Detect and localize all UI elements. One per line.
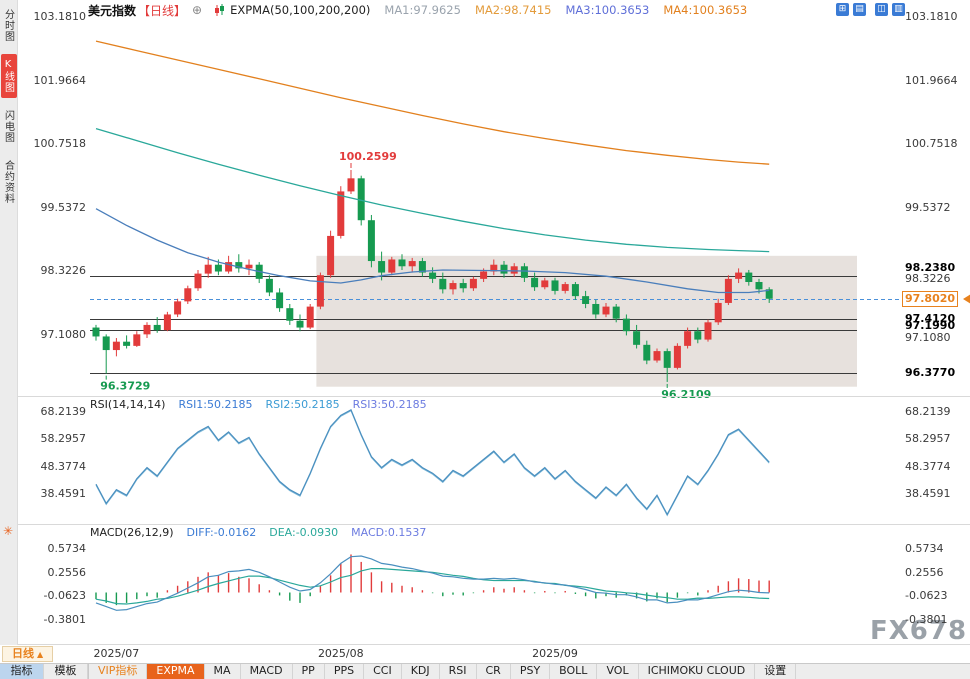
- tab-settings[interactable]: 设置: [755, 664, 797, 679]
- sidebar-tab-timeshare-chart[interactable]: 分时图: [2, 9, 14, 42]
- annotation-low: 96.3729: [100, 380, 150, 393]
- current-price-arrow-icon: [958, 293, 970, 304]
- level-lines: [90, 276, 857, 374]
- current-price-tag: 97.8020: [902, 290, 958, 307]
- xaxis-row: 日线 ▲: [0, 645, 970, 663]
- tab-indicators[interactable]: 指标: [0, 664, 44, 679]
- period-selector-button[interactable]: 日线 ▲: [2, 646, 54, 662]
- chevron-up-icon: ▲: [37, 650, 44, 659]
- left-sidebar: 分时图 K线图闪电图合约资料: [0, 0, 18, 645]
- bar-panel-icon[interactable]: ▤: [853, 3, 866, 16]
- tab-psy[interactable]: PSY: [511, 664, 551, 679]
- rsi-header: RSI(14,14,14) RSI1:50.2185 RSI2:50.2185 RSI…: [90, 398, 427, 411]
- ma3-value: MA3:100.3653: [565, 3, 650, 17]
- sidebar-tab-kline-chart[interactable]: K线图: [0, 54, 17, 98]
- period-tag: 【日线】: [138, 3, 187, 18]
- rsi-1-value: RSI1:50.2185: [178, 398, 253, 411]
- rsi-formula: RSI(14,14,14): [90, 398, 166, 411]
- sidebar-tab-contract-info[interactable]: 合约资料: [2, 160, 14, 204]
- indicator-formula: EXPMA(50,100,200,200): [230, 3, 371, 17]
- toolbar-indicator-tabs: VIP指标 EXPMA MA MACD PP PPS CCI KDJ RSI CR PSY BOLL V…: [89, 664, 797, 679]
- highlight-band: [316, 255, 857, 387]
- tab-vip-indicators[interactable]: VIP指标: [89, 664, 148, 679]
- ma1-value: MA1:97.9625: [384, 3, 461, 17]
- tab-vol[interactable]: VOL: [597, 664, 639, 679]
- macd-2-value: DEA:-0.0930: [269, 526, 339, 539]
- tab-pp[interactable]: PP: [293, 664, 325, 679]
- tab-cr[interactable]: CR: [477, 664, 511, 679]
- header-toolbar-icons: ⊞ ▤ ◫ ▥: [836, 3, 905, 16]
- ma-values: MA1:97.9625 MA2:98.7415 MA3:100.3653 MA4:10…: [370, 3, 747, 17]
- tab-ichimoku-cloud[interactable]: ICHIMOKU CLOUD: [639, 664, 756, 679]
- ma-lines-layer: [95, 40, 770, 294]
- ma4-value: MA4:100.3653: [663, 3, 748, 17]
- main-chart-canvas[interactable]: 100.2599 96.3729 96.2109: [0, 0, 970, 645]
- annotation-low: 96.2109: [661, 388, 711, 401]
- rsi-2-value: RSI2:50.2185: [265, 398, 340, 411]
- tab-templates[interactable]: 模板: [44, 664, 88, 679]
- sidebar-tab-lightning-chart[interactable]: 闪电图: [2, 110, 14, 143]
- line-chart-icon[interactable]: ◫: [875, 3, 888, 16]
- expand-icon[interactable]: ⊕: [192, 3, 203, 17]
- panel-divider: [0, 644, 970, 645]
- tab-boll[interactable]: BOLL: [550, 664, 598, 679]
- macd-lines: [95, 555, 770, 611]
- rsi-3-value: RSI3:50.2185: [352, 398, 427, 411]
- symbol-title: 美元指数: [88, 3, 137, 18]
- candles-layer: [92, 169, 773, 382]
- toolbar-left-tabs: 指标 模板: [0, 664, 89, 679]
- macd-formula: MACD(26,12,9): [90, 526, 174, 539]
- macd-values: DIFF:-0.0162 DEA:-0.0930 MACD:0.1537: [174, 526, 427, 539]
- macd-1-value: DIFF:-0.0162: [186, 526, 257, 539]
- watermark: FX678: [870, 616, 968, 646]
- macd-header: MACD(26,12,9) DIFF:-0.0162 DEA:-0.0930 MACD…: [90, 526, 426, 539]
- rsi-line: [95, 408, 770, 517]
- macd-histogram: [95, 554, 770, 606]
- ma2-value: MA2:98.7415: [474, 3, 552, 17]
- rsi-values: RSI1:50.2185 RSI2:50.2185 RSI3:50.2185: [165, 398, 426, 411]
- price-annotations: 100.2599 96.3729 96.2109: [100, 150, 711, 401]
- panel-divider: [18, 396, 970, 397]
- compare-grid-icon[interactable]: ⊞: [836, 3, 849, 16]
- tab-rsi[interactable]: RSI: [440, 664, 477, 679]
- tab-macd[interactable]: MACD: [241, 664, 293, 679]
- kline-icon: [214, 3, 225, 17]
- panel-divider: [18, 524, 970, 525]
- annotation-high: 100.2599: [339, 150, 397, 163]
- tab-pps[interactable]: PPS: [325, 664, 365, 679]
- tab-cci[interactable]: CCI: [364, 664, 402, 679]
- macd-3-value: MACD:0.1537: [351, 526, 427, 539]
- period-selector-label: 日线: [12, 647, 34, 660]
- macd-panel-settings-icon[interactable]: ✳: [3, 524, 14, 538]
- tab-ma[interactable]: MA: [205, 664, 241, 679]
- chart-header: 美元指数 【日线】 ⊕ EXPMA(50,100,200,200) MA1:97…: [18, 0, 970, 20]
- tab-expma[interactable]: EXPMA: [147, 664, 205, 679]
- bottom-toolbar: 指标 模板 VIP指标 EXPMA MA MACD PP PPS CCI KDJ RSI CR PSY…: [0, 663, 970, 679]
- tab-kdj[interactable]: KDJ: [402, 664, 440, 679]
- candle-chart-icon[interactable]: ▥: [892, 3, 905, 16]
